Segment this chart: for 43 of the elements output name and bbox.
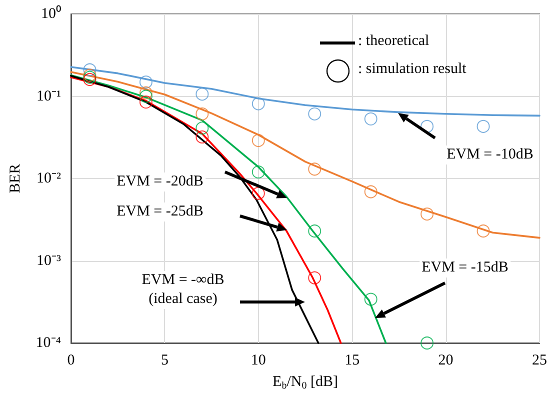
point <box>476 120 490 133</box>
point <box>252 134 265 147</box>
annotation: : theoretical <box>358 32 430 51</box>
point <box>364 112 378 126</box>
point <box>420 208 434 221</box>
point <box>83 63 96 76</box>
point <box>308 271 322 284</box>
point <box>252 186 265 200</box>
x-tick-label: 20 <box>438 352 454 368</box>
point <box>139 76 152 88</box>
point <box>196 130 209 144</box>
annotation: EVM = -25dB <box>114 202 206 222</box>
point <box>139 86 152 100</box>
point <box>196 122 209 135</box>
point <box>476 224 490 238</box>
x-tick-label: 15 <box>344 352 360 368</box>
y-tick-label: 10⁻⁴ <box>36 335 61 351</box>
annotation: EVM = -15dB <box>420 258 510 278</box>
x-tick-label: 10 <box>250 352 266 368</box>
annotation: EVM = -∞dB (ideal case) <box>140 271 226 309</box>
y-tick-label: 10⁻² <box>36 170 62 186</box>
annotation: EVM = -20dB <box>114 172 206 192</box>
point <box>364 185 378 198</box>
x-tick-label: 5 <box>160 352 168 368</box>
point <box>308 162 322 176</box>
point <box>308 107 322 120</box>
x-tick-label: 25 <box>532 352 547 368</box>
point <box>139 90 152 103</box>
point <box>420 336 434 350</box>
point <box>252 165 265 178</box>
x-tick-label: 0 <box>67 352 75 368</box>
y-axis-title: BER <box>8 164 24 194</box>
point <box>196 88 209 101</box>
y-tick-label: 10⁻³ <box>36 252 62 269</box>
y-tick-label: 10⁻¹ <box>36 88 61 104</box>
annotation: EVM = -10dB <box>444 146 536 164</box>
annotation: : simulation result <box>358 60 466 79</box>
y-tick-label: 10⁰ <box>41 5 61 22</box>
point <box>364 292 378 306</box>
point <box>196 107 209 120</box>
point <box>252 97 265 110</box>
point <box>139 96 152 109</box>
point <box>308 224 322 238</box>
